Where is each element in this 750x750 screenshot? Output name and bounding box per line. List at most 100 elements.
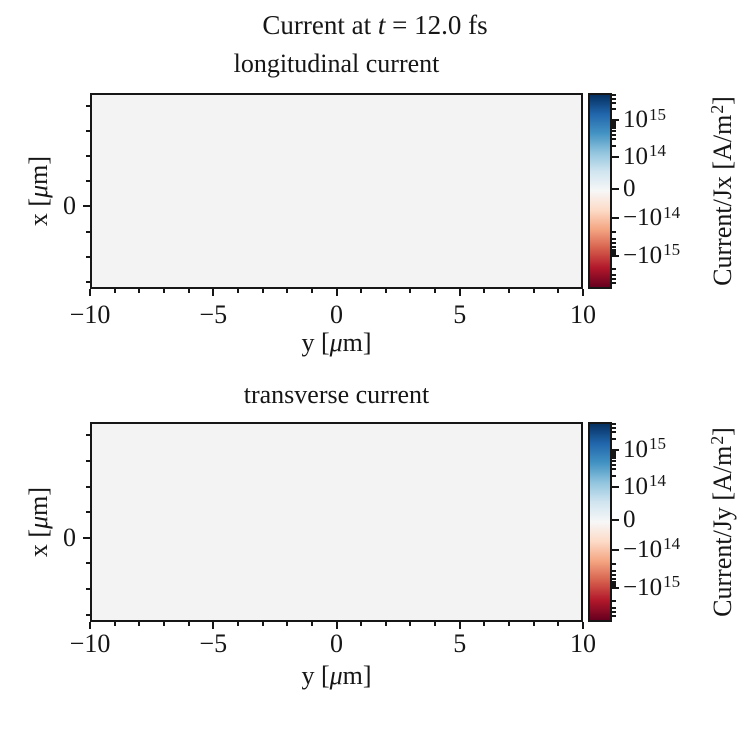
y-minor-tick-longitudinal xyxy=(86,255,90,258)
x-major-tick-longitudinal xyxy=(458,289,461,296)
x-axis-label-longitudinal: y [μm] xyxy=(301,328,372,357)
y-major-tick-transverse xyxy=(83,536,90,539)
x-minor-tick-transverse xyxy=(286,622,289,626)
colorbar-minor-tick-transverse xyxy=(612,600,616,603)
figure-title: Current at t = 12.0 fs xyxy=(262,10,488,40)
x-minor-tick-transverse xyxy=(138,622,141,626)
x-major-tick-transverse xyxy=(582,622,584,629)
colorbar-minor-tick-transverse xyxy=(612,426,616,429)
colorbar-minor-tick-longitudinal xyxy=(612,108,616,111)
colorbar-minor-tick-longitudinal xyxy=(612,127,616,130)
x-tick-label-longitudinal: 5 xyxy=(453,300,467,329)
x-minor-tick-longitudinal xyxy=(434,289,437,293)
colorbar-minor-tick-longitudinal xyxy=(612,248,616,251)
colorbar-tick-label-transverse: −1015 xyxy=(623,572,681,601)
y-minor-tick-transverse xyxy=(86,434,90,437)
x-minor-tick-longitudinal xyxy=(286,289,289,293)
colorbar-tick-label-transverse: 1015 xyxy=(623,434,666,463)
y-major-tick-longitudinal xyxy=(83,205,90,208)
x-major-tick-transverse xyxy=(212,622,215,629)
x-minor-tick-transverse xyxy=(409,622,412,626)
y-minor-tick-longitudinal xyxy=(86,105,90,108)
x-minor-tick-transverse xyxy=(532,622,535,626)
colorbar-minor-tick-transverse xyxy=(612,587,616,590)
x-major-tick-transverse xyxy=(458,622,461,629)
colorbar-minor-tick-longitudinal xyxy=(612,144,616,147)
x-tick-label-transverse: 5 xyxy=(453,629,467,658)
y-minor-tick-longitudinal xyxy=(86,130,90,133)
heatmap-longitudinal xyxy=(90,93,583,289)
x-minor-tick-longitudinal xyxy=(138,289,141,293)
x-minor-tick-transverse xyxy=(162,622,165,626)
x-minor-tick-longitudinal xyxy=(508,289,511,293)
colorbar-minor-tick-longitudinal xyxy=(612,242,616,245)
x-minor-tick-longitudinal xyxy=(310,289,313,293)
x-minor-tick-longitudinal xyxy=(236,289,239,293)
colorbar-major-tick-longitudinal xyxy=(612,217,619,220)
colorbar-minor-tick-longitudinal xyxy=(612,121,616,123)
x-minor-tick-transverse xyxy=(360,622,363,626)
colorbar-major-tick-transverse xyxy=(612,549,619,551)
x-major-tick-longitudinal xyxy=(335,289,338,296)
x-tick-label-longitudinal: −5 xyxy=(199,300,228,329)
x-minor-tick-longitudinal xyxy=(261,289,264,293)
colorbar-minor-tick-longitudinal xyxy=(612,278,616,281)
colorbar-minor-tick-longitudinal xyxy=(612,231,616,234)
x-minor-tick-transverse xyxy=(236,622,239,626)
y-minor-tick-transverse xyxy=(86,460,90,462)
x-minor-tick-transverse xyxy=(384,622,387,626)
y-minor-tick-longitudinal xyxy=(86,155,90,158)
colorbar-tick-label-longitudinal: −1014 xyxy=(623,202,681,232)
y-minor-tick-transverse xyxy=(86,613,90,616)
colorbar-tick-label-longitudinal: 1014 xyxy=(623,141,666,170)
colorbar-major-tick-longitudinal xyxy=(612,155,619,158)
colorbar-axis-label-transverse: Current/Jy [A/m2] xyxy=(707,427,737,617)
colorbar-minor-tick-transverse xyxy=(612,578,616,580)
colorbar-tick-label-transverse: −1014 xyxy=(623,534,681,563)
colorbar-minor-tick-longitudinal xyxy=(612,133,616,136)
x-tick-label-transverse: −10 xyxy=(69,629,111,658)
colorbar-minor-tick-transverse xyxy=(612,474,616,477)
x-tick-label-transverse: 10 xyxy=(570,629,596,658)
colorbar-minor-tick-transverse xyxy=(612,606,616,609)
x-minor-tick-transverse xyxy=(557,622,560,626)
x-tick-label-transverse: 0 xyxy=(330,629,343,658)
colorbar-major-tick-longitudinal xyxy=(612,119,619,122)
colorbar-minor-tick-transverse xyxy=(612,454,616,457)
colorbar-minor-tick-transverse xyxy=(612,583,616,586)
x-minor-tick-longitudinal xyxy=(187,289,190,293)
colorbar-tick-label-longitudinal: −1015 xyxy=(623,240,681,269)
colorbar-minor-tick-transverse xyxy=(612,423,616,426)
colorbar-gradient-transverse xyxy=(588,422,612,622)
colorbar-gradient-longitudinal xyxy=(588,93,612,289)
x-minor-tick-longitudinal xyxy=(384,289,387,293)
y-minor-tick-longitudinal xyxy=(86,180,90,183)
colorbar-minor-tick-transverse xyxy=(612,563,616,566)
colorbar-axis-label-longitudinal: Current/Jx [A/m2] xyxy=(707,96,737,286)
x-minor-tick-longitudinal xyxy=(113,289,116,293)
colorbar-minor-tick-transverse xyxy=(612,611,616,614)
colorbar-minor-tick-transverse xyxy=(612,431,616,434)
colorbar-major-tick-transverse xyxy=(612,486,619,488)
colorbar-minor-tick-longitudinal xyxy=(612,281,616,284)
colorbar-minor-tick-longitudinal xyxy=(612,253,616,256)
x-tick-label-transverse: −5 xyxy=(199,629,228,658)
x-minor-tick-longitudinal xyxy=(409,289,412,293)
y-minor-tick-transverse xyxy=(86,562,90,565)
colorbar-minor-tick-transverse xyxy=(612,580,616,583)
colorbar-minor-tick-longitudinal xyxy=(612,255,616,258)
x-minor-tick-transverse xyxy=(434,622,437,626)
subplot-title-longitudinal: longitudinal current xyxy=(233,49,440,78)
x-minor-tick-transverse xyxy=(113,622,116,626)
colorbar-minor-tick-longitudinal xyxy=(612,251,616,254)
x-major-tick-longitudinal xyxy=(89,289,91,296)
colorbar-minor-tick-transverse xyxy=(612,450,616,453)
x-minor-tick-longitudinal xyxy=(162,289,165,293)
x-tick-label-longitudinal: −10 xyxy=(69,300,111,329)
x-minor-tick-transverse xyxy=(483,622,486,626)
colorbar-minor-tick-transverse xyxy=(612,468,616,471)
colorbar-minor-tick-longitudinal xyxy=(612,138,616,141)
colorbar-minor-tick-transverse xyxy=(612,457,616,460)
y-minor-tick-transverse xyxy=(86,511,90,514)
